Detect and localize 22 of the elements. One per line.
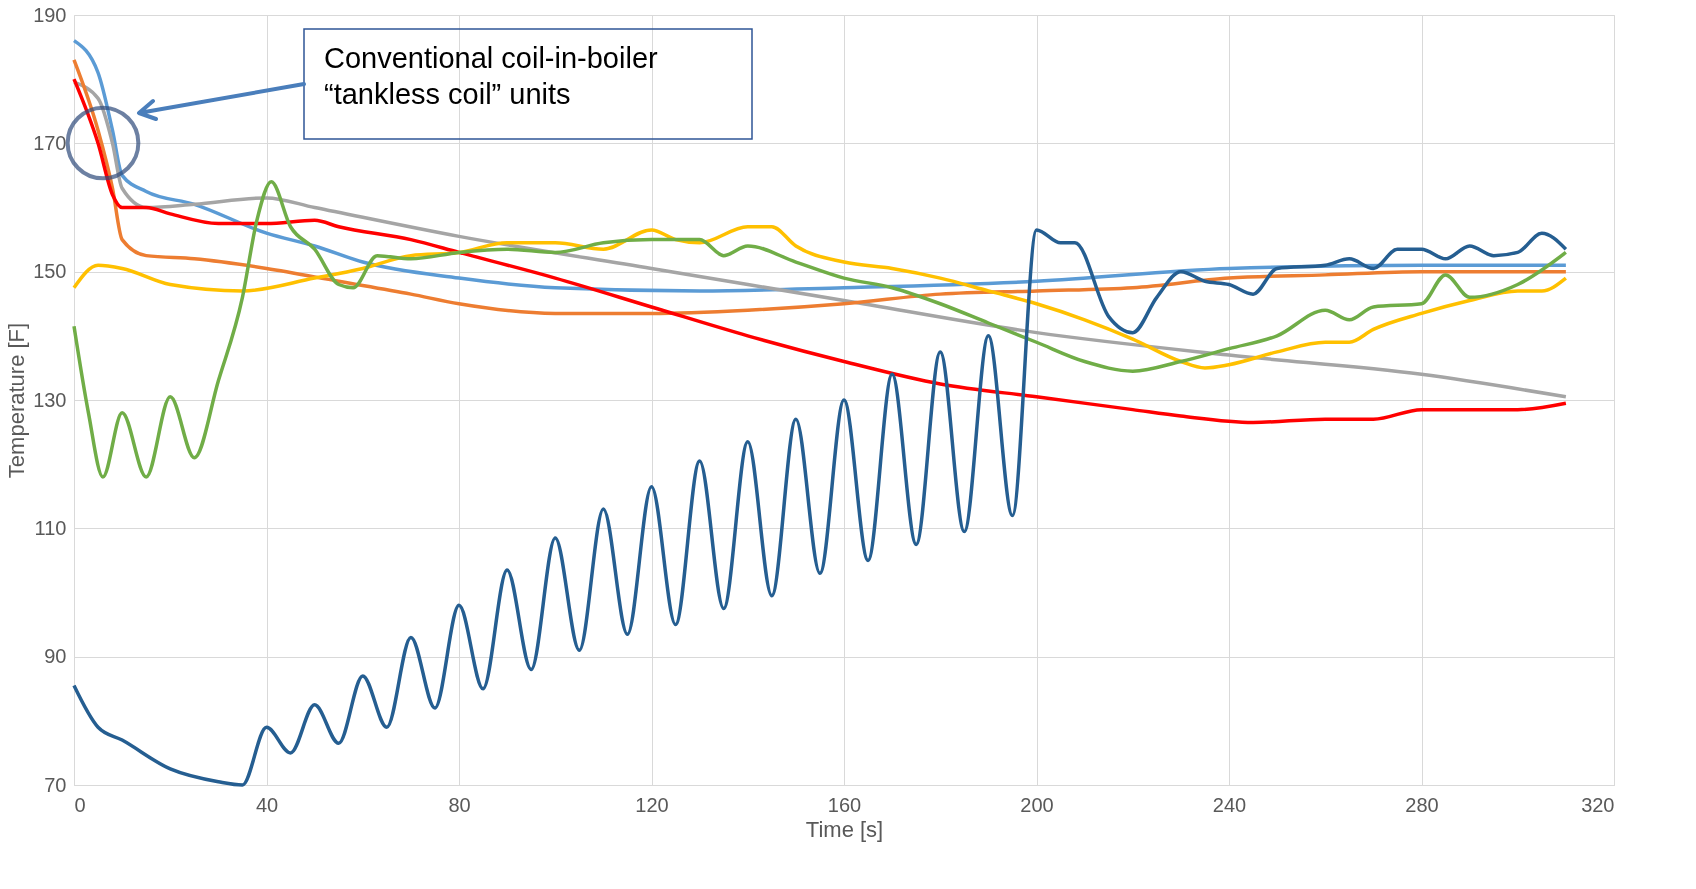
line-series (72, 180, 1568, 479)
y-tick-label: 70 (44, 773, 67, 796)
x-tick-label: 200 (1020, 793, 1054, 816)
y-axis-title: Temperature [F] (4, 322, 30, 479)
x-axis-title: Time [s] (805, 816, 884, 842)
y-tick-label: 90 (44, 645, 67, 668)
x-tick-label: 0 (74, 793, 86, 816)
y-tick-label: 190 (33, 3, 67, 26)
x-tick-label: 320 (1581, 793, 1615, 816)
y-tick-label: 110 (34, 516, 67, 539)
y-tick-label: 130 (33, 388, 67, 411)
y-tick-label: 170 (33, 131, 67, 154)
x-tick-label: 240 (1212, 793, 1247, 816)
line-series (72, 225, 1568, 370)
x-tick-label: 80 (448, 793, 471, 816)
annotation: Conventional coil-in-boiler “tankless coil” units (324, 42, 659, 110)
x-tick-label: 160 (827, 793, 862, 816)
x-tick-label: 120 (635, 793, 669, 816)
x-tick-label: 40 (255, 793, 279, 816)
line-series (72, 228, 1568, 787)
x-tick-label: 280 (1405, 793, 1439, 816)
y-tick-label: 150 (33, 260, 67, 283)
